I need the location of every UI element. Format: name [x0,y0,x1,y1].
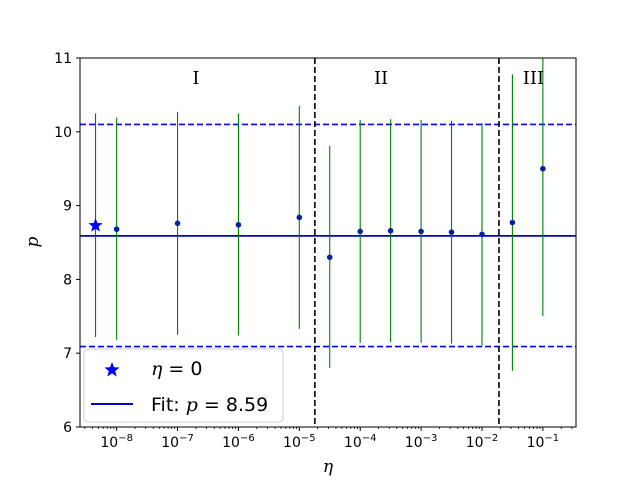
legend-box [83,348,284,423]
x-tick-base-1: 10 [100,435,118,451]
x-tick-label-5: 10−4 [344,433,377,451]
x-axis: 10−8 10−7 10−6 10−5 10−4 10−3 10−2 10−1 [84,427,573,451]
eta-zero-star [88,218,103,232]
y-axis-label: p [23,236,43,247]
x-tick-base-7: 10 [466,435,484,451]
x-tick-label-4: 10−5 [283,433,316,451]
x-tick-label-2: 10−7 [161,433,194,451]
legend-fit-label: Fit: p = 8.59 [151,394,268,416]
x-tick-label-3: 10−6 [222,433,255,451]
legend-star-shape [104,362,120,377]
x-tick-exp-7: −2 [484,433,499,444]
x-tick-label-1: 10−8 [100,433,133,451]
x-tick-exp-1: −8 [118,433,133,444]
legend-fit-label-prefix: Fit: [151,394,186,416]
x-tick-exp-5: −4 [362,433,377,444]
x-tick-exp-6: −3 [423,433,438,444]
data-point-9 [448,229,455,235]
x-tick-base-3: 10 [222,435,240,451]
x-tick-label-6: 10−3 [405,433,438,451]
data-point-4 [296,214,303,221]
y-axis: 6 7 8 9 10 11 [54,51,80,436]
plot-area [80,58,576,427]
legend-star-label-var: η [151,358,163,380]
x-tick-exp-2: −7 [179,433,194,444]
region-label-III: III [523,68,544,89]
legend: η = 0 Fit: p = 8.59 [83,348,284,423]
data-point-11 [509,219,516,226]
y-tick-label-6: 11 [54,51,72,67]
y-tick-label-1: 6 [63,420,72,436]
data-point-5 [326,254,333,261]
x-tick-base-5: 10 [344,435,362,451]
x-tick-base-8: 10 [527,435,545,451]
y-tick-label-2: 7 [63,346,72,362]
x-axis-label: η [323,457,334,477]
x-tick-base-4: 10 [283,435,301,451]
data-point-7 [387,227,394,234]
x-tick-exp-4: −5 [301,433,316,444]
x-tick-label-8: 10−1 [527,433,560,451]
x-tick-base-2: 10 [161,435,179,451]
region-label-II: II [374,68,388,89]
data-point-8 [418,228,424,235]
y-tick-label-4: 9 [63,199,72,215]
data-point-1 [113,226,120,233]
region-label-I: I [192,68,199,89]
x-tick-base-6: 10 [405,435,423,451]
data-point-10 [479,231,485,238]
legend-star-label-rest: = 0 [162,358,202,380]
legend-star-marker [104,362,120,377]
x-tick-label-7: 10−2 [466,433,499,451]
data-point-2 [174,220,181,227]
legend-star-label: η = 0 [151,358,202,380]
x-tick-exp-8: −1 [544,433,559,444]
data-point-6 [357,228,364,235]
y-tick-label-3: 8 [63,272,72,288]
x-tick-exp-3: −6 [240,433,255,444]
data-point-3 [235,221,242,228]
legend-fit-label-rest: = 8.59 [198,394,268,416]
y-tick-label-5: 10 [54,125,72,141]
data-point-12 [540,165,546,172]
region-labels: I II III [192,68,544,89]
legend-fit-label-var: p [186,394,198,416]
